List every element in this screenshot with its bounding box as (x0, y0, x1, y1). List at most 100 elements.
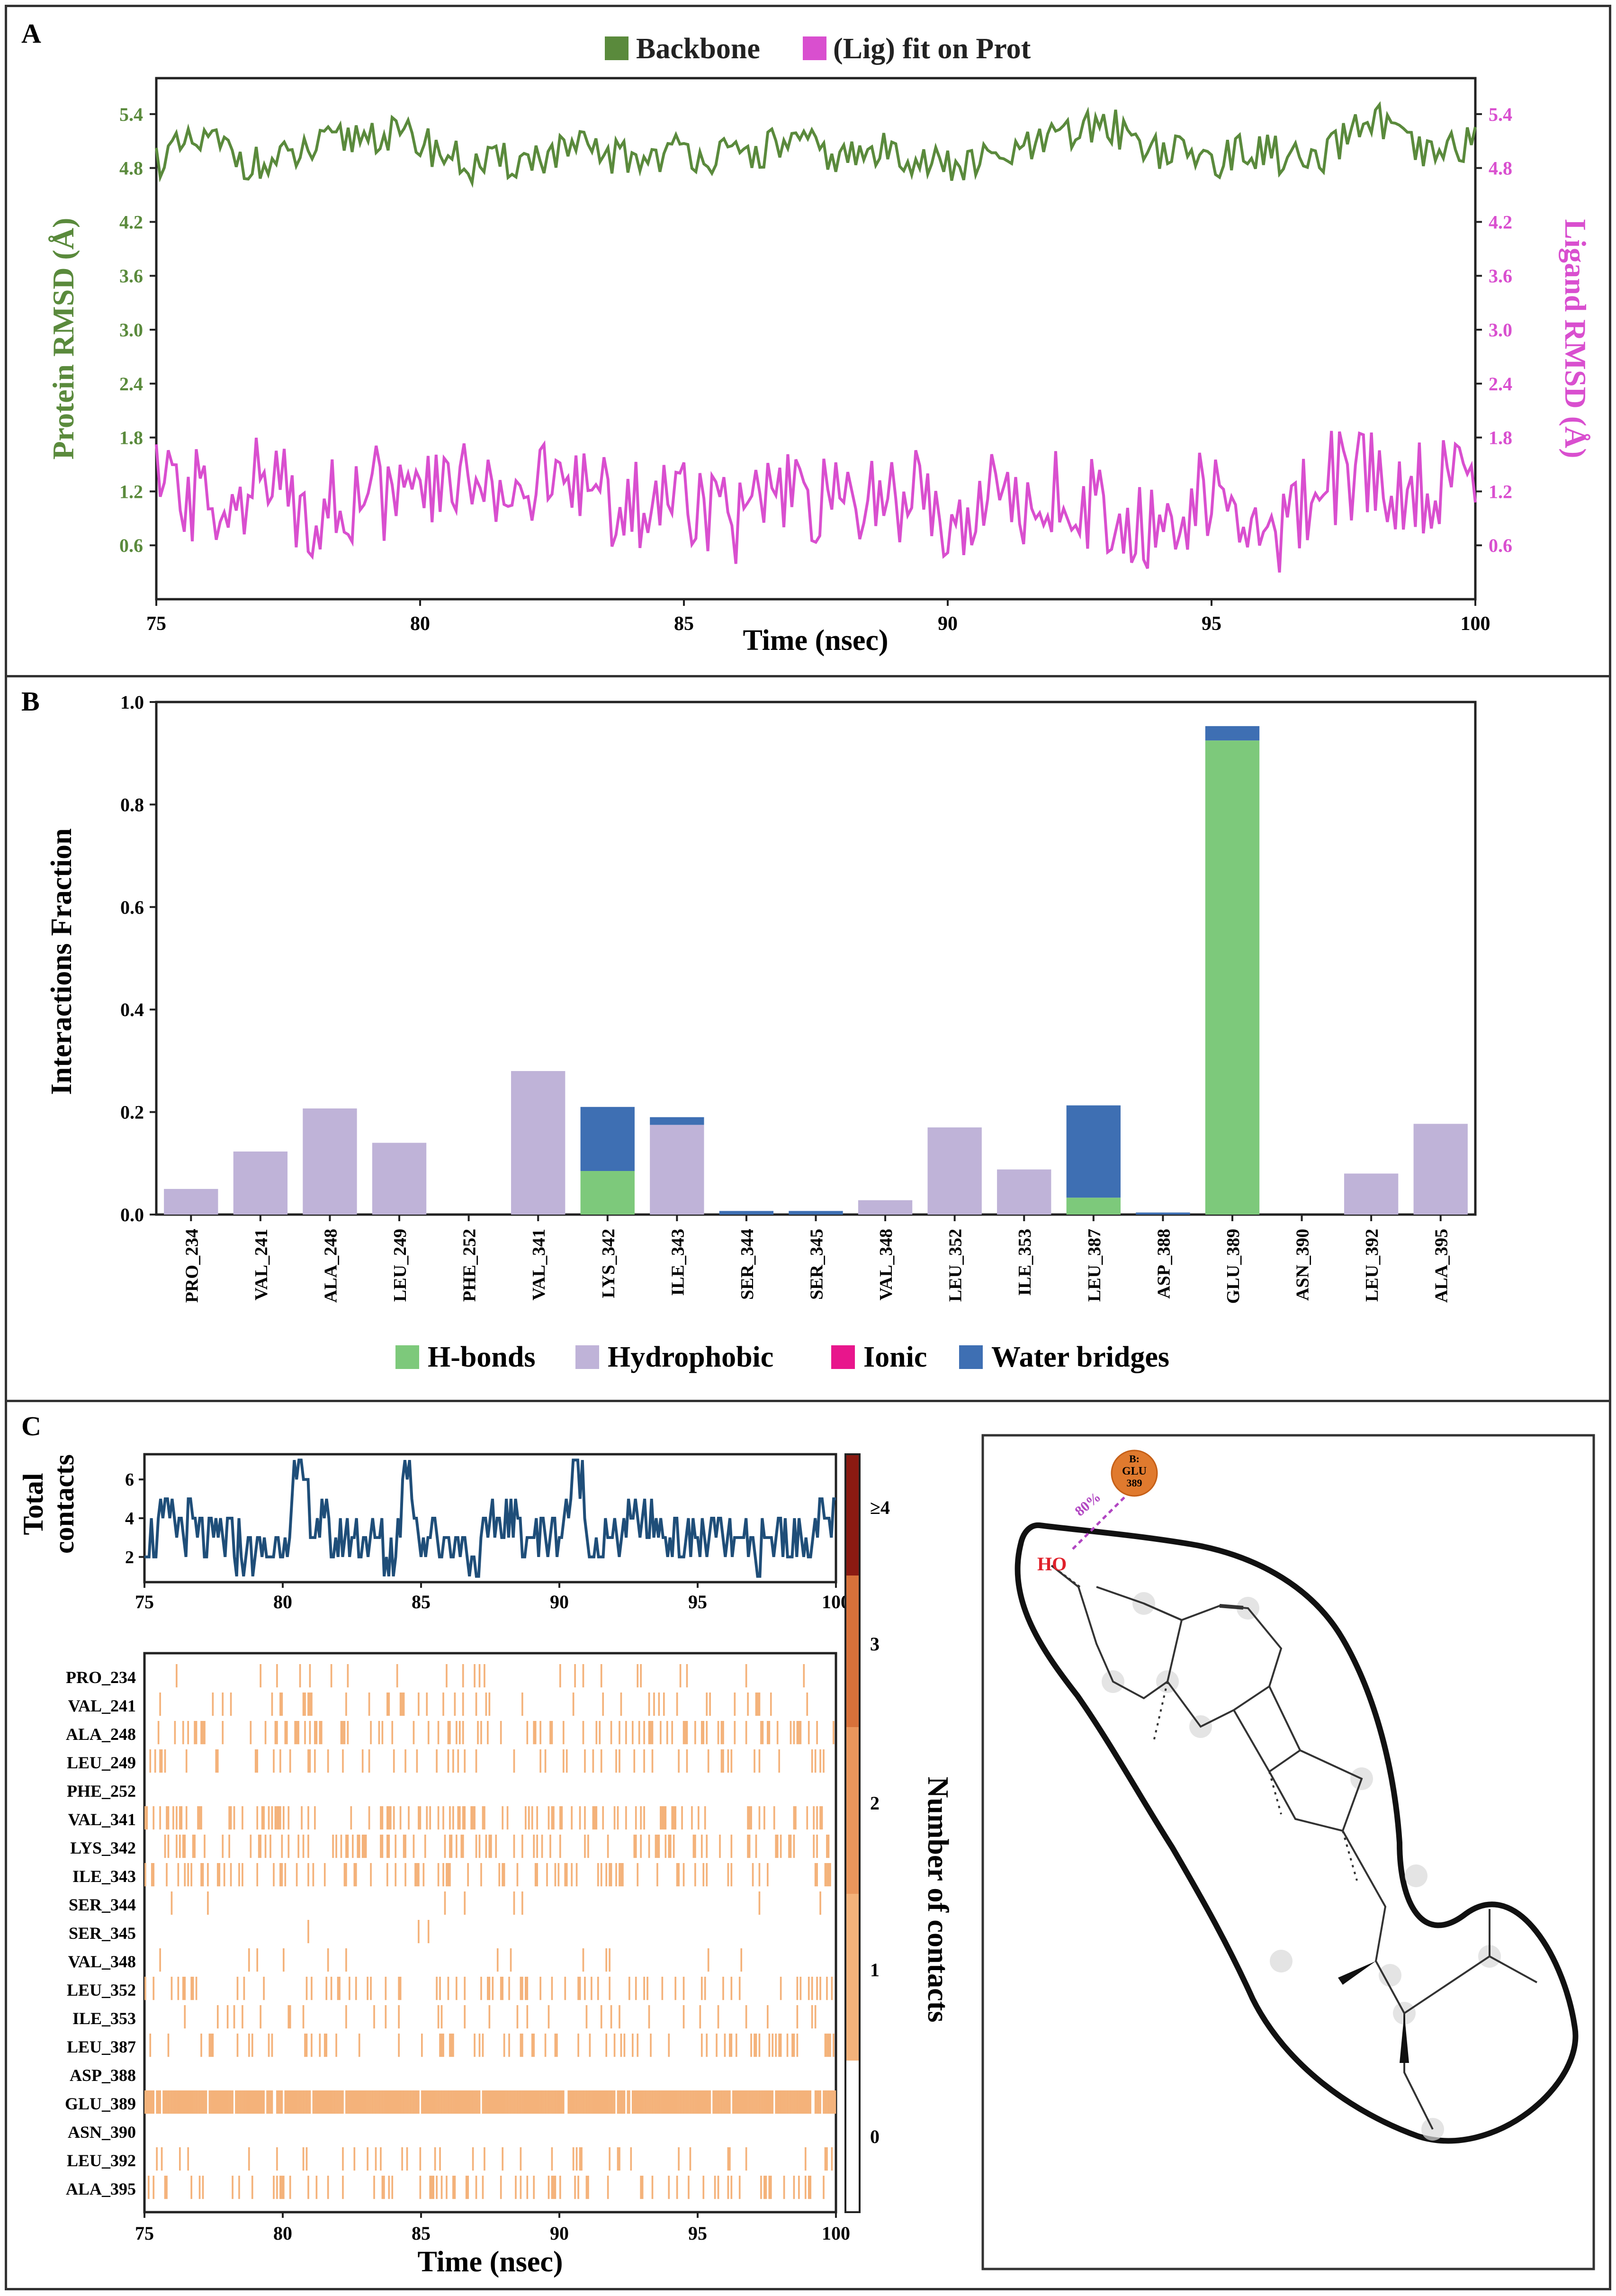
contact-mark (223, 2090, 225, 2114)
contact-mark (781, 2090, 783, 2114)
contact-mark (633, 1749, 636, 1773)
category-label: VAL_341 (529, 1229, 549, 1300)
x-tick-label: 90 (938, 613, 958, 635)
contact-mark (796, 2090, 799, 2114)
contact-mark (819, 1806, 821, 1830)
contact-mark (327, 1948, 329, 1972)
contact-mark (793, 2176, 795, 2199)
contact-mark (149, 1749, 152, 1773)
contact-mark (273, 1749, 275, 1773)
contact-mark (342, 1721, 344, 1745)
contact-mark (416, 2090, 418, 2114)
contact-mark (727, 2176, 729, 2199)
contact-mark (526, 2005, 529, 2029)
contact-mark (447, 1721, 449, 1745)
contact-mark (315, 2090, 318, 2114)
contact-mark (157, 2090, 160, 2114)
contact-mark (159, 2090, 161, 2114)
contact-mark (385, 2090, 387, 2114)
contact-mark (398, 2034, 400, 2057)
contact-mark (803, 1664, 805, 1688)
contact-mark (242, 1806, 243, 1830)
contact-mark (202, 2176, 204, 2199)
contact-mark (656, 1835, 658, 1858)
bar-leu_352-hydrophobic (927, 1127, 982, 1215)
contact-mark (361, 1835, 364, 1858)
contact-mark (185, 1749, 188, 1773)
contact-mark (610, 2090, 612, 2114)
x-tick-label: 95 (1202, 613, 1221, 635)
contact-mark (442, 2090, 444, 2114)
contact-mark (740, 1948, 743, 1972)
contact-mark (470, 1806, 472, 1830)
contact-mark (625, 1721, 627, 1745)
bar-val_241-hydrophobic (233, 1151, 288, 1215)
contact-mark (729, 2034, 731, 2057)
contact-mark (744, 2090, 745, 2114)
contact-mark (195, 2090, 198, 2114)
bar-ser_344-water-bridges (719, 1211, 774, 1215)
contact-mark (358, 2034, 360, 2057)
legend-label-hydrophobic: Hydrophobic (608, 1341, 773, 1373)
contact-mark (722, 1977, 724, 2000)
contact-mark (768, 2034, 771, 2057)
contact-mark (184, 2005, 186, 2029)
contact-mark (666, 1721, 668, 1745)
contact-mark (447, 1863, 449, 1887)
contact-mark (460, 2090, 463, 2114)
contact-mark (367, 2090, 368, 2114)
contact-mark (256, 1806, 259, 1830)
x-axis-label-c: Time (nsec) (417, 2246, 563, 2278)
contact-mark (488, 1977, 491, 2000)
contact-mark (587, 2176, 589, 2199)
contact-mark (521, 2090, 523, 2114)
contact-mark (263, 1806, 265, 1830)
contact-mark (398, 2005, 400, 2029)
contact-mark (260, 1664, 261, 1688)
contact-mark (605, 2034, 607, 2057)
category-label: LEU_392 (1362, 1229, 1382, 1302)
contact-mark (704, 2090, 706, 2114)
legend-label-hbonds: H-bonds (428, 1341, 535, 1373)
contact-mark (176, 1806, 178, 1830)
contact-mark (786, 2090, 789, 2114)
y-tick-label-left: 2.4 (119, 373, 143, 395)
contact-mark (742, 2090, 744, 2114)
contact-mark (327, 2176, 329, 2199)
plot-frame-a (155, 77, 1477, 601)
contact-mark (702, 1721, 705, 1745)
contact-mark (700, 2034, 703, 2057)
contact-mark (516, 2005, 519, 2029)
contact-mark (534, 1863, 537, 1887)
contact-mark (302, 2005, 305, 2029)
contact-mark (307, 2176, 309, 2199)
contact-mark (709, 2090, 711, 2114)
contact-mark (757, 2090, 759, 2114)
contact-mark (439, 2147, 441, 2171)
contact-mark (422, 1863, 425, 1887)
contact-mark (276, 1806, 278, 1830)
contact-mark (437, 1863, 440, 1887)
contact-mark (760, 2176, 762, 2199)
contact-mark (161, 1749, 163, 1773)
contact-mark (505, 2090, 507, 2114)
contact-mark (307, 1749, 309, 1773)
diagram-frame (981, 1434, 1595, 2270)
contact-mark (493, 2090, 495, 2114)
contact-mark (640, 1664, 642, 1688)
contact-mark (539, 1749, 541, 1773)
bar-ala_395-hydrophobic (1413, 1124, 1468, 1215)
contact-mark (559, 1835, 561, 1858)
contact-mark (307, 1806, 309, 1830)
contact-mark (572, 2090, 575, 2114)
contact-mark (187, 1863, 189, 1887)
contact-mark (323, 2090, 326, 2114)
contact-mark (363, 2090, 365, 2114)
contact-mark (623, 2090, 626, 2114)
contact-mark (427, 2090, 430, 2114)
contact-mark (833, 1721, 835, 1745)
contact-mark (648, 1693, 650, 1716)
contact-mark (177, 1977, 180, 2000)
badge-resnum: 389 (1127, 1477, 1142, 1489)
contact-mark (607, 1835, 609, 1858)
